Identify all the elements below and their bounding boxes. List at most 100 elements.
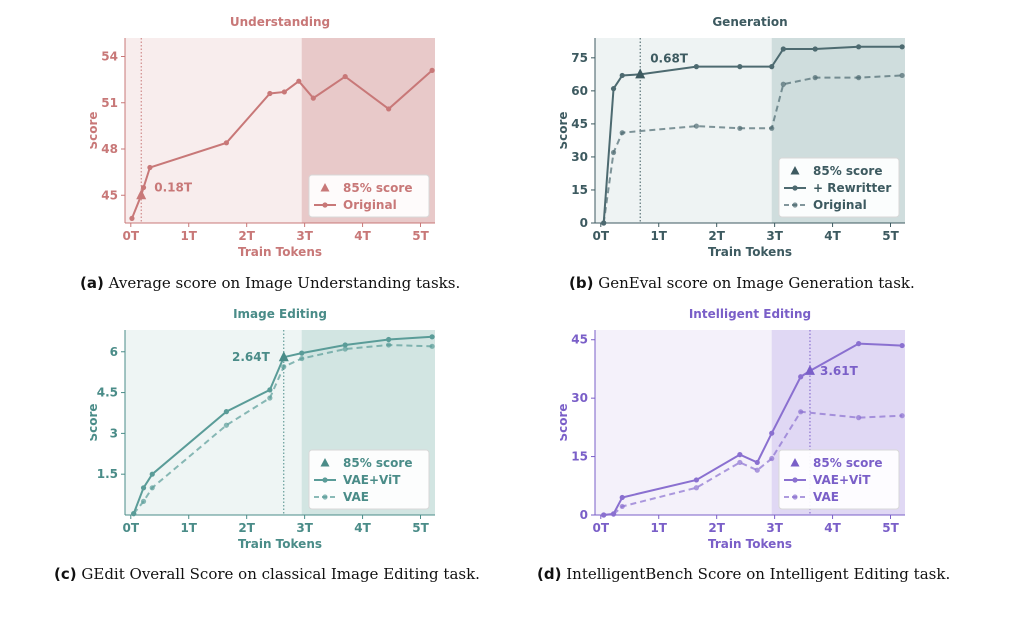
x-tick-label: 5T (882, 229, 899, 243)
y-tick-label: 75 (571, 51, 588, 65)
legend: 85% score + Rewritter Original (778, 157, 900, 218)
y-tick-label: 45 (571, 117, 588, 131)
legend-point (792, 185, 798, 191)
chart-generation: Generation 0 15 30 45 60 75 0T 1T 2T 3T 4T 5T Train T… (556, 8, 940, 263)
y-tick-label: 15 (571, 450, 588, 464)
data-point (223, 422, 230, 428)
chart-svg: Understanding 45 48 51 54 0T 1T 2T 3T 4T 5T Train T… (86, 15, 435, 259)
legend-label: VAE (343, 490, 369, 504)
chart-image-editing: Image Editing 1.5 3 4.5 6 0T 1T 2T 3T 4T 5T Train T… (86, 300, 470, 555)
x-tick-label: 2T (238, 521, 255, 535)
x-axis-label: Train Tokens (238, 537, 322, 551)
data-point (386, 106, 392, 112)
legend-label: 85% score (813, 164, 882, 178)
data-point (140, 485, 147, 491)
x-tick-label: 1T (650, 521, 667, 535)
data-point (798, 409, 804, 415)
legend: 85% score VAE+ViT VAE (778, 449, 900, 510)
data-point (610, 86, 617, 92)
data-point (310, 95, 316, 101)
chart-svg: Image Editing 1.5 3 4.5 6 0T 1T 2T 3T 4T 5T Train T… (86, 307, 435, 551)
data-point (780, 46, 786, 52)
legend-point (322, 494, 328, 500)
data-point (737, 452, 743, 458)
x-tick-label: 1T (180, 229, 197, 243)
data-point (899, 72, 905, 79)
legend-marker-triangle (790, 458, 800, 467)
data-point (267, 90, 273, 97)
data-point (769, 64, 775, 70)
marker-triangle (804, 364, 815, 375)
data-point (812, 46, 818, 52)
data-point (129, 215, 135, 221)
y-tick-label: 30 (571, 150, 588, 164)
x-tick-label: 3T (766, 229, 783, 243)
legend: 85% score Original (308, 174, 430, 218)
caption-text: IntelligentBench Score on Intelligent Ed… (566, 565, 951, 583)
series-original (601, 72, 905, 226)
y-tick-label: 6 (110, 345, 118, 359)
data-point (798, 374, 804, 380)
data-point (856, 44, 862, 50)
legend-box (778, 449, 900, 510)
legend-label: 85% score (813, 456, 882, 470)
caption-label: (d) (537, 565, 562, 583)
data-point (856, 341, 862, 347)
data-point (780, 81, 786, 87)
x-axis-label: Train Tokens (238, 245, 322, 259)
data-point (737, 459, 743, 466)
data-point (899, 413, 905, 419)
x-tick-label: 4T (824, 229, 841, 243)
y-tick-label: 0 (580, 216, 588, 230)
series-line (602, 74, 903, 224)
data-point (147, 164, 153, 171)
chart-svg: Generation 0 15 30 45 60 75 0T 1T 2T 3T 4T 5T Train T… (556, 15, 905, 259)
x-tick-label: 5T (882, 521, 899, 535)
data-point (131, 511, 137, 517)
x-tick-label: 2T (238, 229, 255, 243)
y-axis-label: Score (560, 403, 570, 441)
caption-c: (c) GEdit Overall Score on classical Ima… (54, 565, 480, 583)
legend-label: 85% score (343, 181, 412, 195)
legend-label: + Rewritter (813, 181, 891, 195)
legend-label: VAE (813, 490, 839, 504)
caption-text: GEdit Overall Score on classical Image E… (81, 565, 480, 583)
caption-b: (b) GenEval score on Image Generation ta… (569, 274, 915, 292)
legend-label: Original (343, 198, 397, 212)
data-point (693, 123, 700, 129)
chart-title: Image Editing (233, 307, 327, 321)
data-point (281, 89, 287, 95)
data-point (601, 512, 607, 518)
chart-intelligent-editing: Intelligent Editing 0 15 30 45 0T 1T 2T 3T 4T 5T Tr… (556, 300, 940, 555)
x-tick-label: 1T (180, 521, 197, 535)
caption-label: (a) (80, 274, 104, 292)
series-line (132, 343, 433, 515)
caption-d: (d) IntelligentBench Score on Intelligen… (537, 565, 950, 583)
x-tick-label: 0T (123, 229, 140, 243)
series-line (132, 335, 433, 514)
legend-point (792, 202, 798, 208)
data-point (754, 467, 760, 473)
data-point (429, 334, 435, 340)
data-point (769, 125, 775, 131)
data-point (619, 72, 625, 79)
legend-label: Original (813, 198, 867, 212)
chart-understanding: Understanding 45 48 51 54 0T 1T 2T 3T 4T 5T Train T… (86, 8, 470, 263)
y-tick-label: 54 (101, 50, 118, 64)
x-tick-label: 4T (824, 521, 841, 535)
y-axis-label: Score (90, 403, 100, 441)
data-point (899, 342, 905, 349)
data-point (769, 455, 775, 462)
y-tick-label: 48 (101, 142, 118, 156)
caption-a: (a) Average score on Image Understanding… (80, 274, 460, 292)
data-point (619, 503, 625, 510)
data-point (693, 477, 700, 483)
marker-triangle (136, 189, 147, 200)
caption-label: (c) (54, 565, 77, 583)
chart-svg: Intelligent Editing 0 15 30 45 0T 1T 2T 3T 4T 5T Tr… (556, 307, 905, 551)
x-axis-label: Train Tokens (708, 537, 792, 551)
data-point (856, 415, 862, 421)
data-point (899, 44, 905, 50)
data-point (223, 140, 230, 146)
data-point (267, 387, 273, 393)
